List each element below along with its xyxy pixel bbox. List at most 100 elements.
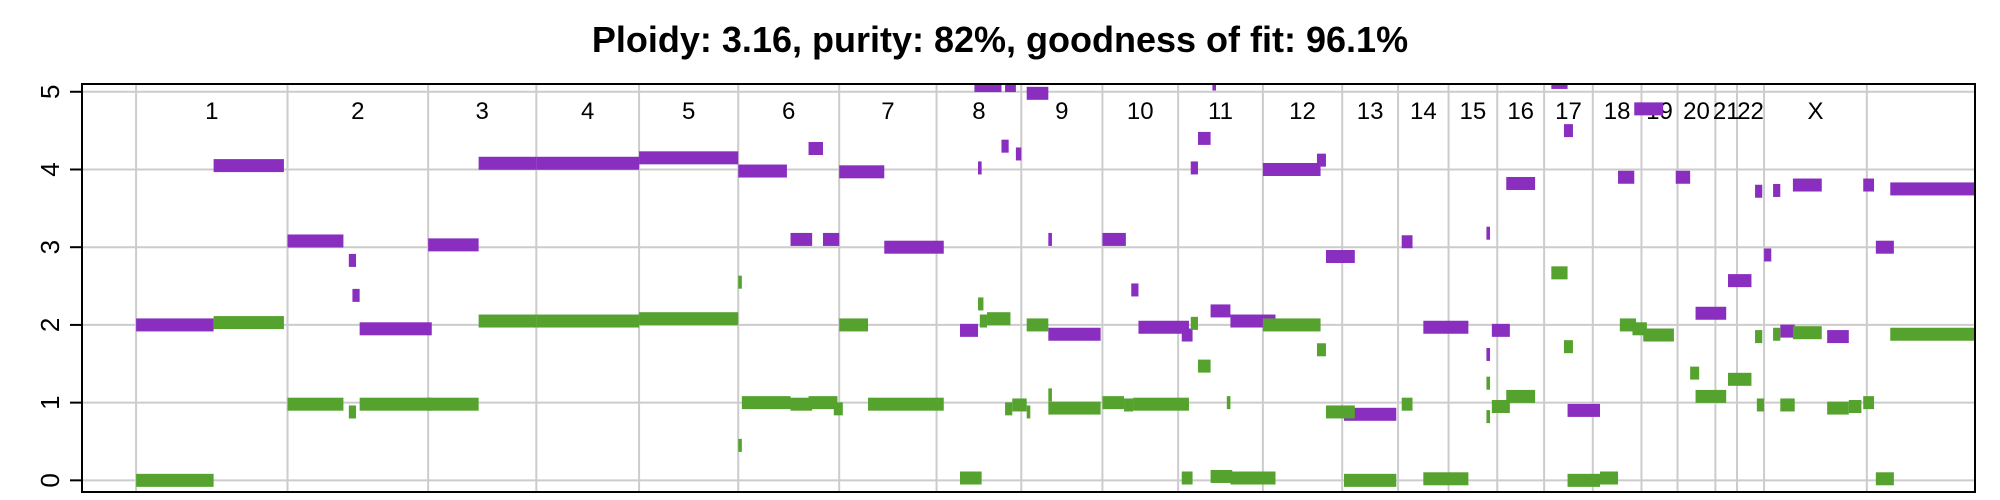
segment-minor-copy-number — [1643, 328, 1674, 342]
chromosome-label: 17 — [1555, 98, 1582, 125]
segment-minor-copy-number — [1848, 400, 1862, 414]
y-tick-label: 0 — [35, 473, 65, 487]
segment-total-copy-number — [478, 156, 537, 170]
segment-total-copy-number — [1827, 330, 1849, 344]
segment-minor-copy-number — [359, 397, 432, 411]
segment-minor-copy-number — [1695, 389, 1727, 403]
chromosome-label: 13 — [1357, 98, 1384, 125]
segment-minor-copy-number — [1551, 266, 1568, 280]
chromosome-label: 15 — [1460, 98, 1487, 125]
segment-total-copy-number — [1491, 323, 1510, 337]
segment-total-copy-number — [1197, 131, 1211, 145]
segment-minor-copy-number — [1262, 318, 1321, 332]
segment-total-copy-number — [213, 159, 284, 173]
segment-total-copy-number — [1048, 327, 1101, 341]
chromosome-label: 8 — [972, 98, 985, 125]
segment-total-copy-number — [1401, 235, 1413, 249]
segment-minor-copy-number — [1401, 397, 1413, 411]
chromosome-label: 20 — [1683, 98, 1710, 125]
segment-minor-copy-number — [1780, 398, 1795, 412]
segment-minor-copy-number — [808, 396, 838, 410]
segment-minor-copy-number — [1423, 472, 1469, 486]
segment-total-copy-number — [1792, 178, 1822, 192]
segment-total-copy-number — [1506, 176, 1536, 190]
segment-total-copy-number — [822, 232, 840, 246]
segment-minor-copy-number — [868, 397, 944, 411]
chromosome-label: 22 — [1737, 98, 1764, 125]
segment-total-copy-number — [959, 323, 979, 337]
segment-minor-copy-number — [1773, 327, 1781, 341]
segment-minor-copy-number — [1486, 410, 1491, 424]
segment-total-copy-number — [1618, 170, 1635, 184]
y-tick-label: 1 — [35, 395, 65, 409]
segment-total-copy-number — [536, 156, 640, 170]
segment-minor-copy-number — [1890, 327, 1975, 341]
segment-minor-copy-number — [1102, 396, 1125, 410]
segment-minor-copy-number — [639, 312, 739, 326]
chromosome-label: 1 — [205, 98, 218, 125]
segment-minor-copy-number — [790, 397, 813, 411]
segment-total-copy-number — [287, 234, 344, 248]
segment-total-copy-number — [808, 142, 823, 156]
grid-lines — [82, 84, 1975, 492]
segment-total-copy-number — [1344, 407, 1397, 421]
segment-total-copy-number — [1890, 182, 1975, 196]
segment-total-copy-number — [1102, 232, 1126, 246]
segment-minor-copy-number — [1226, 396, 1231, 410]
segment-total-copy-number — [1212, 84, 1216, 91]
chromosome-label: 12 — [1289, 98, 1316, 125]
segment-minor-copy-number — [1048, 401, 1101, 415]
segment-minor-copy-number — [1197, 359, 1211, 373]
segment-total-copy-number — [359, 322, 432, 336]
segment-minor-copy-number — [959, 471, 982, 485]
segment-minor-copy-number — [1486, 376, 1491, 390]
segment-minor-copy-number — [1026, 405, 1031, 419]
segment-minor-copy-number — [1728, 372, 1752, 386]
y-tick-label: 5 — [35, 85, 65, 99]
segment-total-copy-number — [348, 253, 357, 267]
segment-minor-copy-number — [536, 314, 640, 328]
segment-minor-copy-number — [287, 397, 344, 411]
y-tick-label: 2 — [35, 318, 65, 332]
chromosome-label: X — [1807, 98, 1823, 125]
segment-total-copy-number — [1131, 283, 1139, 297]
segment-minor-copy-number — [1792, 326, 1822, 340]
segment-minor-copy-number — [1344, 473, 1397, 487]
chromosome-label: 2 — [351, 98, 364, 125]
chromosome-label: 14 — [1410, 98, 1437, 125]
segment-total-copy-number — [1048, 232, 1052, 246]
segment-total-copy-number — [1755, 184, 1763, 198]
segment-minor-copy-number — [1600, 471, 1619, 485]
segment-minor-copy-number — [833, 402, 843, 416]
segment-minor-copy-number — [1190, 316, 1198, 330]
segment-minor-copy-number — [839, 318, 869, 332]
segment-total-copy-number — [1026, 86, 1049, 100]
segment-minor-copy-number — [1181, 471, 1193, 485]
segment-minor-copy-number — [136, 473, 214, 487]
segment-minor-copy-number — [428, 397, 479, 411]
chromosome-label: 18 — [1604, 98, 1631, 125]
segment-minor-copy-number — [1506, 389, 1536, 403]
segment-minor-copy-number — [1690, 366, 1700, 380]
segment-minor-copy-number — [1325, 405, 1355, 419]
segment-total-copy-number — [1325, 250, 1355, 264]
segment-total-copy-number — [428, 238, 479, 252]
segment-minor-copy-number — [1048, 388, 1052, 402]
chromosome-label: 3 — [476, 98, 489, 125]
y-tick-label: 3 — [35, 240, 65, 254]
segment-minor-copy-number — [1012, 398, 1027, 412]
segment-minor-copy-number — [978, 297, 984, 311]
segment-minor-copy-number — [1124, 398, 1134, 412]
plot-frame — [81, 83, 1976, 493]
segment-total-copy-number — [1210, 304, 1231, 318]
segment-minor-copy-number — [1133, 397, 1189, 411]
segment-minor-copy-number — [1005, 402, 1013, 416]
segment-total-copy-number — [1181, 328, 1193, 342]
segment-total-copy-number — [1780, 324, 1795, 338]
segment-minor-copy-number — [478, 314, 537, 328]
segment-total-copy-number — [978, 161, 982, 175]
segment-total-copy-number — [1728, 274, 1752, 288]
segment-total-copy-number — [839, 165, 885, 179]
segment-minor-copy-number — [1230, 471, 1276, 485]
segment-minor-copy-number — [1863, 396, 1875, 410]
